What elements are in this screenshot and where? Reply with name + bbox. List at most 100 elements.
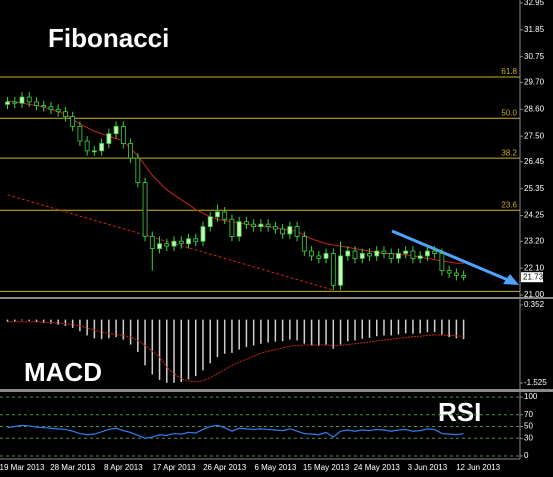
candle-body (265, 223, 271, 227)
candle-body (99, 143, 105, 152)
macd-bar (433, 319, 436, 333)
macd-bar (281, 319, 284, 342)
y-tick-label: 22.10 (524, 263, 545, 272)
candle-body (294, 226, 300, 237)
macd-bar (202, 319, 204, 371)
candle-body (316, 255, 322, 259)
x-tick-label: 26 Apr 2013 (203, 463, 247, 472)
macd-bar (42, 319, 45, 323)
candle-body (5, 101, 10, 105)
candle-body (84, 140, 90, 152)
candle-body (128, 143, 133, 159)
y-tick-label: 24.25 (524, 211, 545, 220)
candle-body (142, 182, 148, 237)
candle-body (193, 238, 199, 242)
x-tick-label: 17 Apr 2013 (152, 463, 196, 472)
candle-body (381, 250, 387, 254)
moving-average (7, 194, 334, 291)
macd-bar (158, 319, 161, 380)
candle-body (149, 235, 155, 249)
candle-body (186, 238, 191, 245)
macd-bar (462, 319, 465, 340)
candle-body (338, 255, 343, 286)
macd-bar (390, 319, 392, 336)
macd-bar (194, 319, 197, 377)
macd-bar (151, 319, 154, 375)
macd-bar (180, 319, 183, 382)
macd-bar (57, 319, 59, 325)
candle-body (432, 250, 438, 254)
candle-body (388, 253, 394, 259)
macd-bar (303, 319, 306, 344)
candle-body (34, 101, 39, 107)
rsi-line (7, 424, 464, 439)
candle-body (164, 243, 170, 247)
y-tick-label: 30 (524, 433, 533, 442)
candle-body (446, 270, 452, 274)
macd-bar (325, 319, 327, 345)
candle-body (63, 111, 68, 118)
candle-body (91, 150, 97, 153)
macd-bar (173, 319, 175, 383)
macd-bar (252, 319, 255, 346)
candle-body (374, 250, 380, 257)
candle-body (200, 226, 206, 242)
macd-bar (71, 319, 74, 328)
macd-bar (64, 319, 67, 326)
macd-bar (238, 319, 240, 350)
macd-bar (137, 319, 139, 353)
annotation-macd: MACD (24, 357, 102, 387)
candle-body (258, 223, 264, 227)
candle-body (55, 108, 61, 113)
y-tick-label: 30.75 (524, 52, 545, 61)
macd-bar (129, 319, 132, 345)
candle-body (396, 253, 401, 259)
x-tick-label: 12 Jun 2013 (456, 463, 501, 472)
macd-bar (260, 319, 262, 344)
macd-bar (296, 319, 298, 341)
macd-bar (223, 319, 226, 354)
trend-arrow (391, 229, 509, 282)
candle-body (301, 235, 307, 252)
macd-bar (361, 319, 364, 339)
signal-line (7, 321, 464, 383)
x-tick-label: 19 Mar 2013 (0, 463, 45, 472)
candle-body (113, 125, 119, 135)
y-tick-label: 50 (524, 422, 533, 431)
y-tick-label: 21.00 (524, 290, 545, 299)
y-tick-label: -1.525 (524, 378, 547, 387)
y-tick-label: 25.35 (524, 184, 545, 193)
y-tick-label: 0.352 (524, 300, 545, 309)
candle-body (272, 226, 278, 230)
candle-body (453, 272, 459, 276)
macd-bar (100, 319, 103, 340)
price-box (521, 272, 543, 283)
fib-label: 38.2 (501, 148, 517, 157)
y-tick-label: 100 (524, 392, 538, 401)
candle-body (287, 226, 293, 235)
macd-bar (267, 319, 269, 343)
macd-bar (332, 319, 335, 349)
macd-bar (166, 319, 168, 383)
macd-bar (86, 319, 88, 336)
candle-body (367, 253, 372, 257)
macd-bar (310, 319, 313, 346)
macd-bar (412, 319, 414, 334)
candle-body (120, 125, 126, 144)
macd-bar (448, 319, 450, 338)
candle-body (222, 211, 228, 220)
candle-body (425, 250, 430, 257)
candle-body (352, 250, 358, 259)
candle-body (70, 116, 76, 127)
macd-bar (13, 319, 16, 322)
annotation-rsi: RSI (438, 397, 481, 427)
y-tick-label: 26.45 (524, 157, 545, 166)
panel-separator (0, 297, 553, 299)
macd-bar (216, 319, 219, 358)
macd-bar (375, 319, 378, 337)
candle-body (323, 253, 329, 259)
y-tick-label: 32.95 (524, 0, 545, 7)
y-tick-label: 27.50 (524, 131, 545, 140)
macd-bar (318, 319, 320, 346)
